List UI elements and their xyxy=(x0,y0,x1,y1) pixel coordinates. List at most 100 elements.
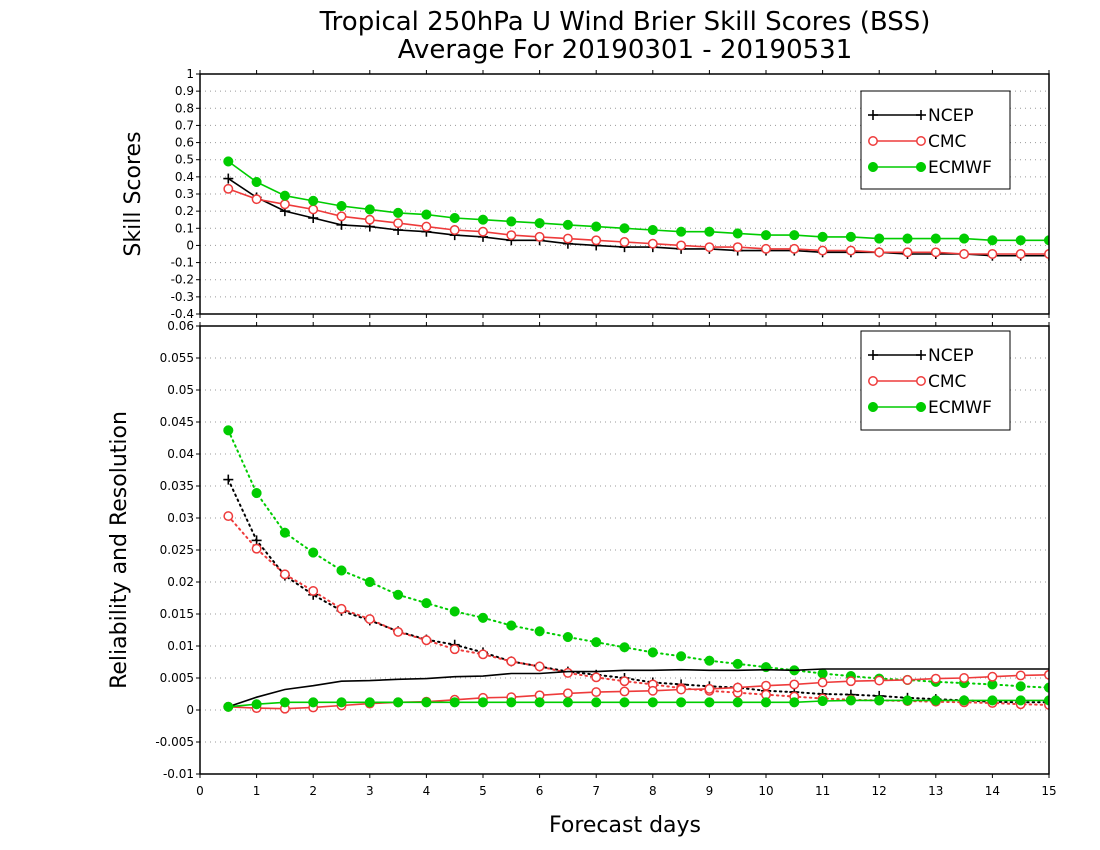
data-point-cmc xyxy=(619,676,630,687)
data-point-ecmwf xyxy=(223,156,234,167)
data-point-cmc xyxy=(421,635,432,646)
data-point-ecmwf xyxy=(789,230,800,241)
x-tick-label: 2 xyxy=(309,784,317,798)
legend: NCEP CMC ECMWF xyxy=(860,90,1011,190)
data-point-cmc xyxy=(251,543,262,554)
data-point-cmc xyxy=(449,225,460,235)
data-point-cmc xyxy=(279,569,290,580)
data-point-cmc xyxy=(591,687,602,698)
y-tick-label: 0.8 xyxy=(175,101,194,115)
data-point-ecmwf xyxy=(449,606,460,617)
data-point-ecmwf xyxy=(562,697,573,708)
data-point-ecmwf xyxy=(336,565,347,576)
y-tick-label: 0.015 xyxy=(160,607,194,621)
data-point-ecmwf xyxy=(308,547,319,558)
y-tick-label: -0.1 xyxy=(171,256,194,270)
legend-marker-cmc xyxy=(916,376,926,386)
legend: NCEP CMC ECMWF xyxy=(860,330,1011,431)
data-point-ecmwf xyxy=(591,697,602,708)
data-point-ecmwf xyxy=(251,176,262,188)
y-tick-label: 0.005 xyxy=(160,671,194,685)
data-point-ecmwf xyxy=(732,658,743,669)
data-point-ecmwf xyxy=(336,697,347,708)
data-point-cmc xyxy=(1044,669,1049,680)
data-point-ecmwf xyxy=(336,200,347,212)
data-point-cmc xyxy=(364,614,375,625)
x-tick-label: 9 xyxy=(706,784,714,798)
data-point-cmc xyxy=(676,240,687,251)
data-point-ecmwf xyxy=(364,204,375,215)
data-point-ecmwf xyxy=(845,695,856,706)
data-point-ecmwf xyxy=(421,598,432,609)
y-tick-label: -0.01 xyxy=(163,767,194,781)
legend-marker-cmc xyxy=(916,136,926,146)
x-tick-label: 15 xyxy=(1041,784,1056,798)
x-tick-label: 5 xyxy=(479,784,487,798)
y-tick-label: 0.04 xyxy=(167,447,194,461)
data-point-cmc xyxy=(902,674,913,685)
data-point-ecmwf xyxy=(676,226,687,237)
data-point-ecmwf xyxy=(534,626,545,637)
y-tick-label: 0 xyxy=(186,703,194,717)
data-point-ecmwf xyxy=(279,527,290,538)
y-tick-label: 1 xyxy=(186,67,194,81)
chart-title-line2: Average For 20190301 - 20190531 xyxy=(398,35,853,65)
series-layer xyxy=(223,425,1049,714)
data-point-ecmwf xyxy=(251,699,262,710)
data-point-ecmwf xyxy=(364,697,375,708)
data-point-cmc xyxy=(959,249,970,259)
plot-frame xyxy=(199,325,1050,775)
data-point-cmc xyxy=(789,243,800,254)
data-point-ecmwf xyxy=(393,697,404,708)
data-point-cmc xyxy=(506,230,517,241)
x-tick-label: 3 xyxy=(366,784,374,798)
data-point-ecmwf xyxy=(760,697,772,708)
legend-label-cmc: CMC xyxy=(928,372,966,392)
data-point-ecmwf xyxy=(393,589,404,600)
y-tick-label: 0.5 xyxy=(175,153,194,167)
data-point-cmc xyxy=(223,511,234,522)
x-tick-label: 8 xyxy=(649,784,657,798)
data-point-cmc xyxy=(393,218,404,229)
y-tick-label: 0.9 xyxy=(175,84,194,98)
data-point-ncep xyxy=(223,173,234,184)
legend-label-ecmwf: ECMWF xyxy=(928,398,992,418)
y-tick-label: 0.05 xyxy=(167,383,194,397)
data-point-cmc xyxy=(421,221,432,232)
y-tick-label: 0.2 xyxy=(175,204,194,218)
data-point-ecmwf xyxy=(959,695,970,706)
y-tick-label: 0.7 xyxy=(175,118,194,132)
data-point-cmc xyxy=(987,671,998,682)
y-tick-label: 0.1 xyxy=(175,221,194,235)
data-point-cmc xyxy=(704,683,715,694)
data-point-ecmwf xyxy=(449,212,460,224)
data-point-ecmwf xyxy=(619,642,630,653)
y-tick-label: 0.01 xyxy=(167,639,194,653)
data-point-cmc xyxy=(704,242,715,253)
legend-marker-cmc xyxy=(868,376,878,386)
data-point-ecmwf xyxy=(534,218,545,229)
data-point-cmc xyxy=(647,238,658,249)
data-point-ecmwf xyxy=(506,697,517,708)
data-point-cmc xyxy=(1044,249,1049,259)
legend-label-cmc: CMC xyxy=(928,132,966,152)
data-point-cmc xyxy=(591,672,602,683)
y-tick-label: 0.4 xyxy=(175,170,194,184)
data-point-ecmwf xyxy=(902,233,913,244)
data-point-cmc xyxy=(619,686,630,697)
y-tick-label: -0.2 xyxy=(171,273,194,287)
data-point-ecmwf xyxy=(1015,681,1026,692)
data-point-ecmwf xyxy=(308,195,319,206)
data-point-ecmwf xyxy=(930,233,941,244)
data-point-ncep xyxy=(251,535,262,546)
y-tick-label: -0.005 xyxy=(155,735,194,749)
y-tick-label: -0.3 xyxy=(171,290,194,304)
y-tick-label: 0.025 xyxy=(160,543,194,557)
data-point-cmc xyxy=(562,233,573,244)
data-point-cmc xyxy=(930,673,941,684)
data-point-cmc xyxy=(534,661,545,672)
data-point-ecmwf xyxy=(308,697,319,708)
data-point-cmc xyxy=(874,675,885,686)
data-point-cmc xyxy=(732,682,743,693)
